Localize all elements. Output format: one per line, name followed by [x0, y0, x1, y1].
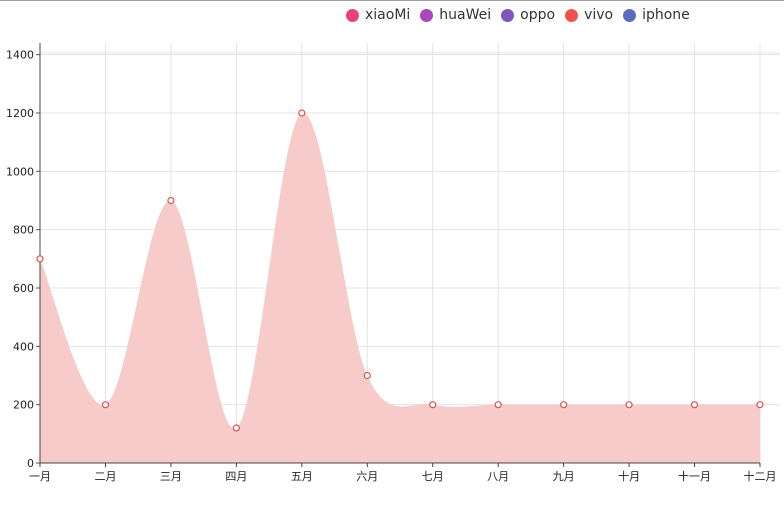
- legend-label-xiaomi: xiaoMi: [365, 7, 411, 23]
- x-tick-label: 八月: [487, 470, 509, 483]
- legend-marker-iphone: [623, 8, 637, 22]
- legend-marker-vivo: [565, 8, 579, 22]
- chart-legend: xiaoMi huaWei oppo vivo iphone: [346, 4, 690, 26]
- data-point: [625, 401, 633, 409]
- data-point: [232, 424, 240, 432]
- legend-label-vivo: vivo: [584, 7, 614, 23]
- y-tick-label: 0: [27, 457, 34, 470]
- x-tick-label: 四月: [225, 470, 247, 483]
- legend-marker-oppo: [501, 8, 515, 22]
- y-tick-label: 200: [13, 399, 34, 412]
- legend-label-huawei: huaWei: [439, 7, 492, 23]
- marker-layer: [36, 109, 764, 432]
- data-point: [690, 401, 699, 409]
- x-tick-label: 九月: [553, 470, 575, 483]
- y-tick-label: 600: [13, 282, 34, 295]
- x-tick-label: 十一月: [678, 469, 711, 483]
- x-tick-label: 七月: [422, 470, 444, 483]
- data-point: [363, 371, 371, 380]
- x-tick-label: 一月: [29, 470, 51, 483]
- series-area: [40, 112, 760, 464]
- data-point: [298, 109, 306, 117]
- x-tick-label: 二月: [94, 470, 116, 483]
- legend-item-vivo[interactable]: vivo: [565, 7, 613, 23]
- data-point: [167, 196, 175, 205]
- y-tick-label: 400: [13, 340, 34, 353]
- x-tick-label: 十二月: [744, 469, 777, 483]
- data-point: [494, 401, 502, 409]
- legend-item-huawei[interactable]: huaWei: [420, 7, 491, 23]
- legend-marker-xiaomi: [346, 8, 359, 22]
- legend-item-xiaomi[interactable]: xiaoMi: [346, 7, 410, 23]
- data-point: [36, 255, 44, 263]
- top-border: [0, 0, 784, 1]
- legend-label-iphone: iphone: [642, 7, 690, 23]
- axis-layer: 0 200 400 600 800 1000 1200 1400 一月 二月 三月 四月 五月 六月 七月 八…: [6, 43, 777, 483]
- y-tick-label: 1400: [6, 49, 34, 62]
- x-tick-label: 六月: [356, 470, 378, 483]
- y-tick-label: 1000: [6, 165, 34, 178]
- area-layer: [40, 112, 760, 464]
- x-tick-label: 十月: [618, 469, 640, 483]
- legend-item-oppo[interactable]: oppo: [501, 7, 555, 23]
- y-tick-label: 800: [13, 224, 34, 237]
- data-point: [560, 401, 568, 409]
- data-point: [101, 401, 110, 409]
- x-tick-label: 三月: [160, 470, 182, 483]
- legend-item-iphone[interactable]: iphone: [623, 7, 690, 23]
- x-tick-label: 五月: [291, 470, 313, 483]
- legend-label-oppo: oppo: [520, 7, 556, 23]
- data-point: [756, 401, 764, 409]
- data-point: [429, 401, 437, 409]
- y-tick-label: 1200: [6, 107, 34, 120]
- legend-marker-huawei: [420, 8, 434, 22]
